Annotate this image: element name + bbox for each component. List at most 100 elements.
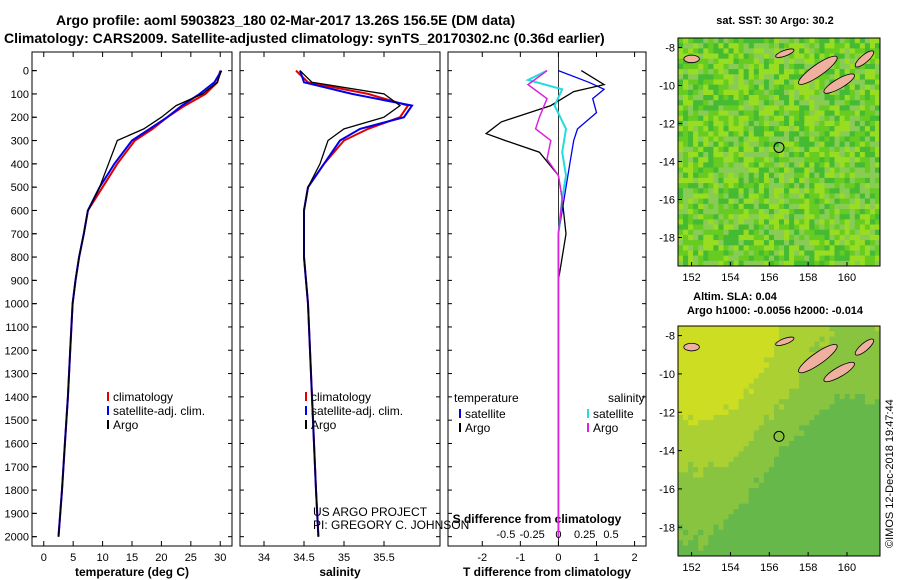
map-cell	[864, 193, 871, 200]
map-cell	[849, 167, 856, 174]
map-x-tick-label: 154	[721, 272, 739, 284]
map-cell	[713, 414, 719, 421]
map-cell	[758, 404, 765, 410]
map-cell	[799, 498, 805, 505]
map-cell	[713, 214, 719, 220]
map-cell	[789, 131, 795, 137]
map-cell	[683, 203, 689, 210]
map-cell	[733, 550, 739, 557]
map-cell	[774, 540, 780, 546]
map-cell	[698, 260, 704, 267]
map-cell	[713, 367, 719, 374]
map-cell	[728, 162, 734, 168]
map-cell	[824, 545, 830, 552]
map-cell	[834, 346, 840, 353]
map-cell	[748, 146, 755, 153]
map-cell	[875, 524, 881, 531]
map-cell	[748, 467, 755, 473]
map-cell	[875, 203, 881, 210]
map-cell	[829, 467, 835, 473]
map-cell	[784, 357, 790, 363]
map-cell	[693, 524, 699, 531]
map-cell	[698, 74, 704, 80]
map-cell	[774, 152, 780, 158]
map-cell	[688, 183, 694, 189]
map-cell	[693, 105, 699, 111]
map-cell	[819, 203, 825, 210]
map-cell	[875, 136, 881, 143]
map-cell	[864, 38, 871, 44]
map-cell	[718, 136, 724, 143]
map-cell	[829, 43, 835, 49]
map-cell	[768, 157, 775, 163]
map-cell	[824, 482, 830, 489]
map-cell	[859, 229, 866, 236]
map-cell	[859, 84, 866, 91]
map-cell	[819, 136, 825, 143]
map-cell	[698, 550, 704, 557]
map-cell	[824, 245, 830, 251]
map-cell	[875, 209, 881, 215]
map-cell	[864, 100, 871, 106]
map-cell	[768, 240, 775, 246]
map-cell	[799, 383, 805, 390]
map-cell	[728, 498, 734, 505]
map-cell	[784, 362, 790, 369]
map-cell	[718, 524, 724, 531]
map-cell	[768, 378, 775, 384]
map-cell	[703, 550, 709, 557]
map-cell	[849, 446, 856, 452]
map-cell	[703, 198, 709, 205]
map-cell	[779, 240, 785, 246]
map-cell	[718, 48, 724, 54]
map-cell	[844, 58, 851, 65]
map-cell	[799, 198, 805, 205]
map-cell	[683, 498, 689, 505]
map-cell	[748, 183, 755, 189]
map-cell	[875, 346, 881, 353]
map-cell	[683, 89, 689, 96]
map-cell	[738, 219, 745, 225]
map-cell	[678, 183, 684, 189]
map-cell	[789, 519, 795, 525]
map-cell	[743, 79, 750, 86]
map-cell	[864, 503, 871, 510]
map-cell	[763, 509, 770, 515]
map-cell	[854, 336, 861, 343]
map-cell	[758, 141, 765, 148]
map-cell	[869, 467, 876, 473]
map-cell	[794, 425, 800, 431]
map-cell	[799, 420, 805, 426]
map-cell	[864, 456, 871, 463]
map-cell	[768, 519, 775, 525]
map-cell	[839, 63, 846, 70]
map-cell	[814, 524, 820, 531]
map-cell	[869, 477, 876, 484]
map-cell	[809, 131, 815, 137]
map-cell	[693, 162, 699, 168]
map-cell	[844, 63, 851, 70]
map-cell	[819, 477, 825, 484]
map-cell	[688, 84, 694, 91]
map-cell	[864, 336, 871, 343]
map-cell	[779, 250, 785, 257]
map-cell	[829, 38, 835, 44]
map-cell	[864, 240, 871, 246]
map-cell	[809, 63, 815, 70]
map-cell	[844, 167, 851, 174]
map-cell	[753, 414, 760, 421]
map-cell	[794, 53, 800, 60]
map-cell	[789, 214, 795, 220]
map-cell	[758, 131, 765, 137]
map-cell	[683, 234, 689, 241]
map-cell	[748, 53, 755, 60]
map-cell	[733, 367, 739, 374]
map-cell	[743, 514, 750, 520]
map-cell	[768, 172, 775, 179]
map-cell	[708, 446, 714, 452]
map-cell	[753, 362, 760, 369]
map-cell	[688, 352, 694, 358]
map-cell	[824, 152, 830, 158]
map-cell	[784, 482, 790, 489]
map-cell	[799, 373, 805, 379]
